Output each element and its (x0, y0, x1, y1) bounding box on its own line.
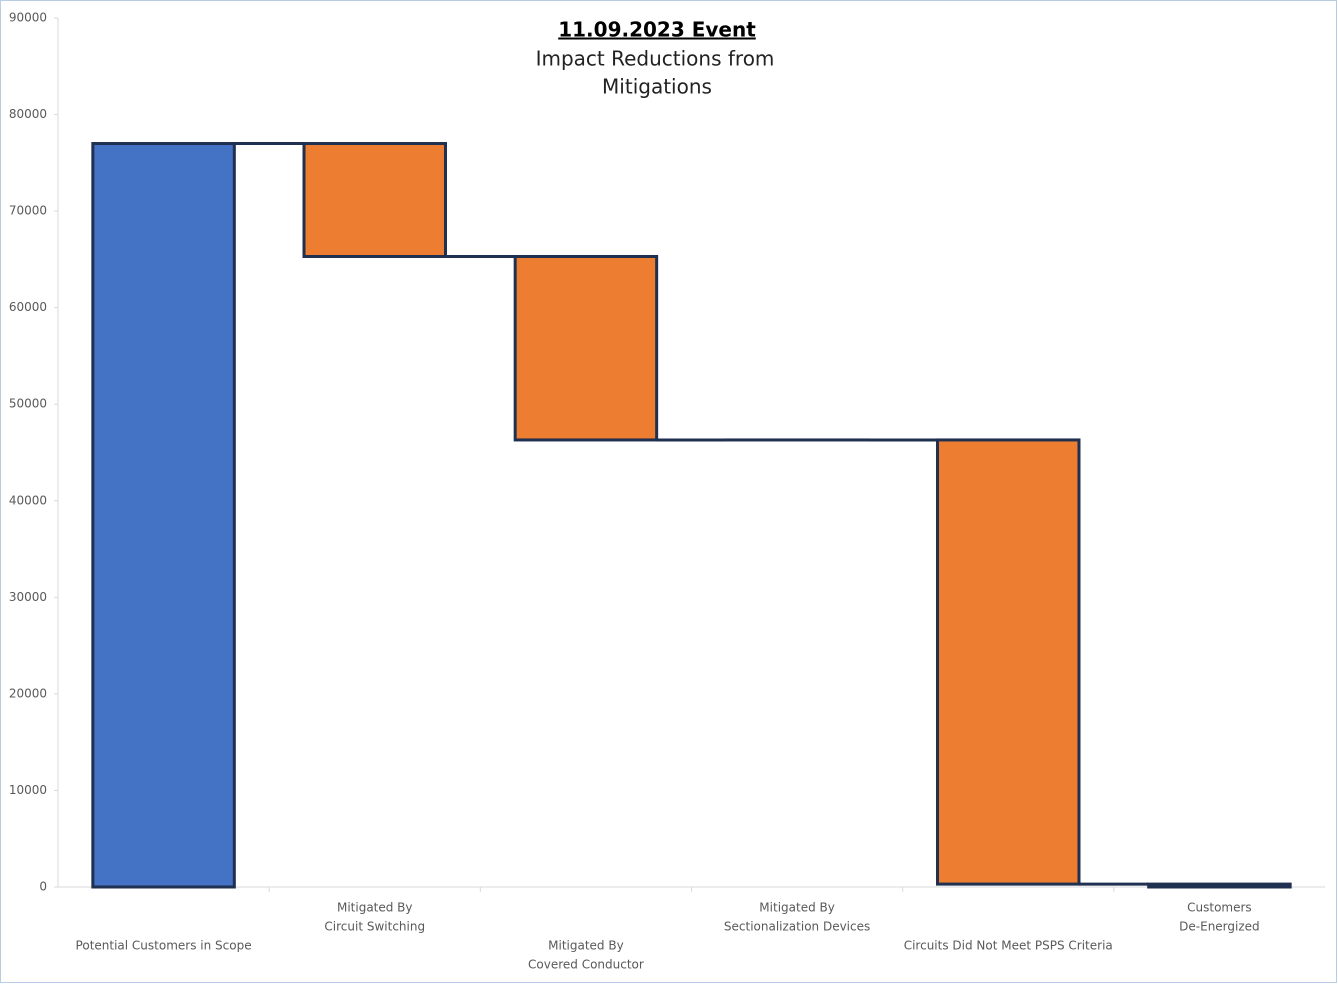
y-tick-label: 80000 (9, 107, 47, 121)
x-tick-label: Circuit Switching (324, 920, 425, 934)
chart-subtitle: Mitigations (602, 75, 712, 99)
x-tick-label: Mitigated By (548, 939, 624, 953)
y-tick-label: 60000 (9, 300, 47, 314)
x-tick-label: Mitigated By (759, 901, 835, 915)
bar (91, 142, 236, 889)
x-tick-label: Covered Conductor (528, 958, 644, 972)
x-tick-label: Circuits Did Not Meet PSPS Criteria (904, 939, 1113, 953)
x-tick-label: Mitigated By (337, 901, 413, 915)
chart-title: 11.09.2023 Event (558, 18, 756, 42)
y-tick-label: 20000 (9, 686, 47, 700)
bar (513, 254, 659, 442)
y-tick-label: 90000 (9, 11, 47, 25)
y-tick-label: 50000 (9, 397, 47, 411)
bar (1147, 882, 1292, 889)
chart-subtitle: Impact Reductions from (536, 47, 775, 71)
y-tick-label: 40000 (9, 493, 47, 507)
x-tick-label: Customers (1187, 901, 1252, 915)
bar (936, 438, 1081, 886)
y-tick-label: 10000 (9, 783, 47, 797)
x-tick-label: De-Energized (1179, 920, 1260, 934)
y-tick-label: 70000 (9, 204, 47, 218)
x-tick-label: Sectionalization Devices (724, 920, 870, 934)
x-tick-label: Potential Customers in Scope (76, 939, 252, 953)
y-tick-label: 0 (39, 880, 47, 894)
y-tick-label: 30000 (9, 590, 47, 604)
bar (302, 142, 447, 258)
